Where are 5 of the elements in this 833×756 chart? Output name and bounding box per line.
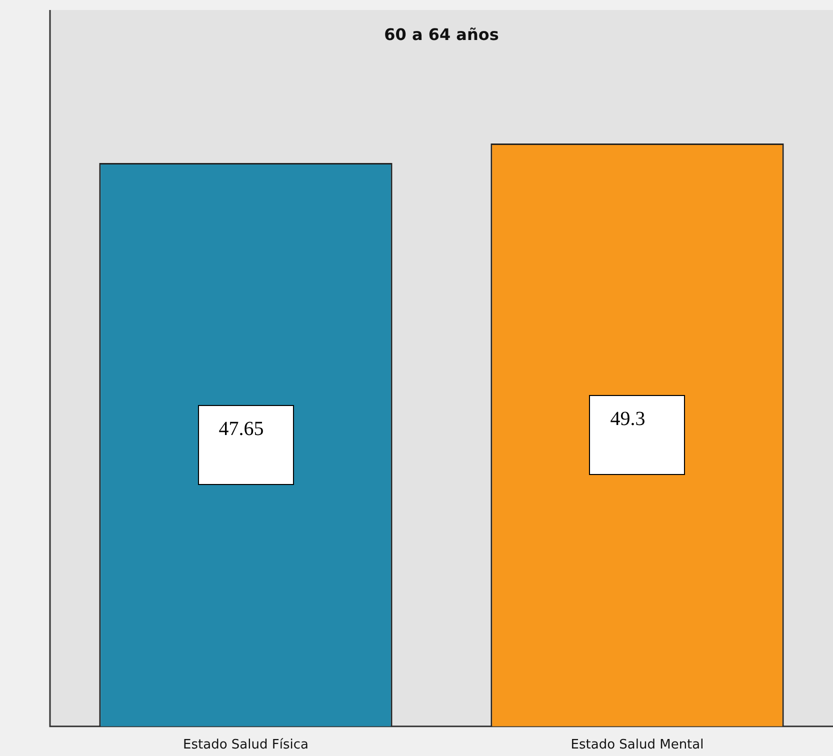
x-tick-label: Estado Salud Física [183,738,308,753]
chart-title: 60 a 64 años [384,24,499,44]
data-label: 47.65 [218,418,264,440]
x-tick-label: Estado Salud Mental [570,738,704,753]
data-label: 49.3 [610,408,646,430]
